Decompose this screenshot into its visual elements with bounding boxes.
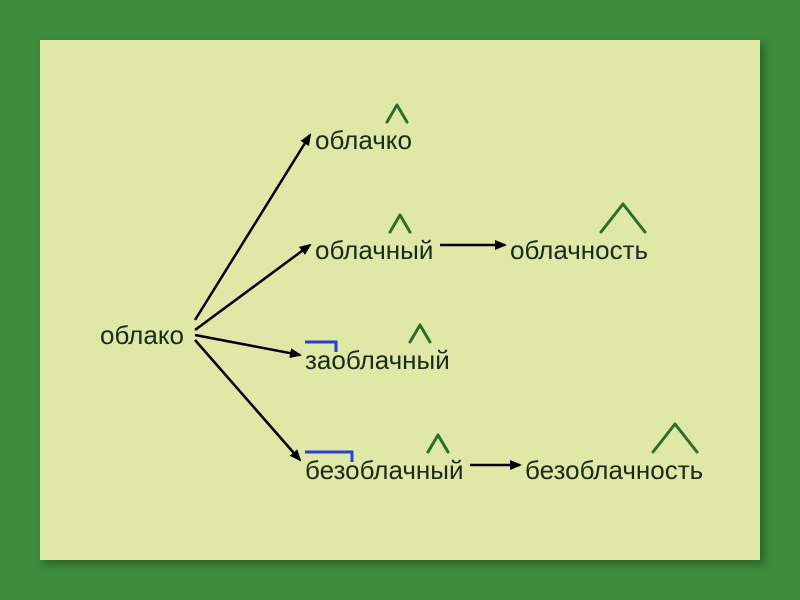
- word-zaoblachny: заоблачный: [305, 345, 450, 376]
- word-root: облако: [100, 320, 184, 351]
- word-oblachny: облачный: [315, 235, 433, 266]
- diagram-panel: облако облачко облачный облачность заобл…: [40, 40, 760, 560]
- word-bezoblachnost: безоблачность: [525, 455, 703, 486]
- word-bezoblachny: безоблачный: [305, 455, 463, 486]
- word-oblachko: облачко: [315, 125, 412, 156]
- word-oblachnost: облачность: [510, 235, 648, 266]
